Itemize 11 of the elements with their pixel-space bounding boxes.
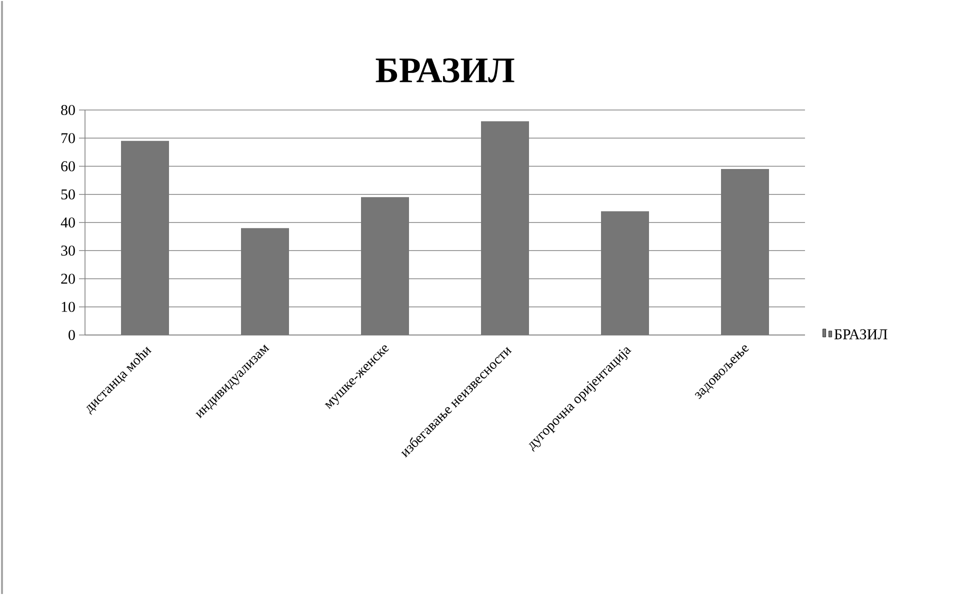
y-tick-label: 80 [61,104,75,116]
chart-title: БРАЗИЛ [376,58,514,82]
y-tick-label: 50 [61,189,75,200]
y-tick-label: 30 [61,246,75,256]
y-tick-label: 60 [61,161,75,172]
y-tick-label: 0 [68,330,75,340]
y-tick-label: 10 [62,302,75,312]
y-tick-label: 40 [60,217,75,228]
y-tick-label: 70 [62,133,75,144]
legend-label: БРАЗИЛ [834,329,888,340]
y-tick-label: 20 [61,274,75,284]
